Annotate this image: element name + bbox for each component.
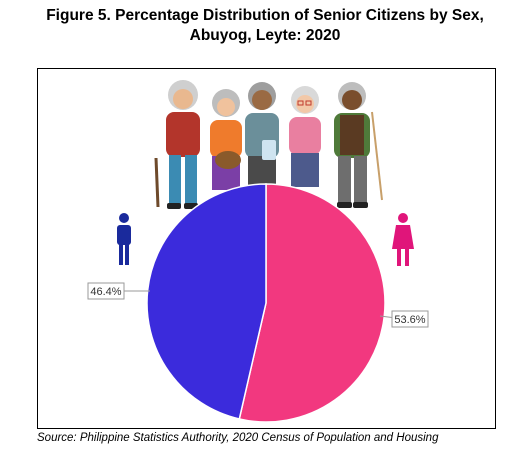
chart-frame (37, 68, 496, 429)
data-label-male: 46.4% (87, 282, 150, 300)
title-line-2: Abuyog, Leyte: 2020 (189, 27, 341, 44)
senior-woman-with-glasses (289, 86, 321, 187)
data-label-male-text: 46.4% (90, 286, 121, 298)
senior-woman-with-basket (210, 89, 242, 190)
senior-man-with-cane (154, 80, 200, 209)
source-note: Source: Philippine Statistics Authority,… (37, 432, 439, 444)
pie-slices (146, 183, 386, 423)
chart-title: Figure 5. Percentage Distribution of Sen… (0, 6, 530, 46)
title-line-1: Figure 5. Percentage Distribution of Sen… (46, 7, 484, 24)
pie-slice-male (146, 183, 267, 420)
female-icon (392, 213, 414, 266)
senior-citizens-illustration (154, 80, 383, 209)
senior-man-with-bag (245, 82, 279, 190)
data-label-female: 53.6% (379, 310, 429, 328)
male-icon (117, 213, 131, 265)
data-label-female-text: 53.6% (394, 314, 425, 326)
senior-man-with-fishing-rod (334, 82, 383, 208)
